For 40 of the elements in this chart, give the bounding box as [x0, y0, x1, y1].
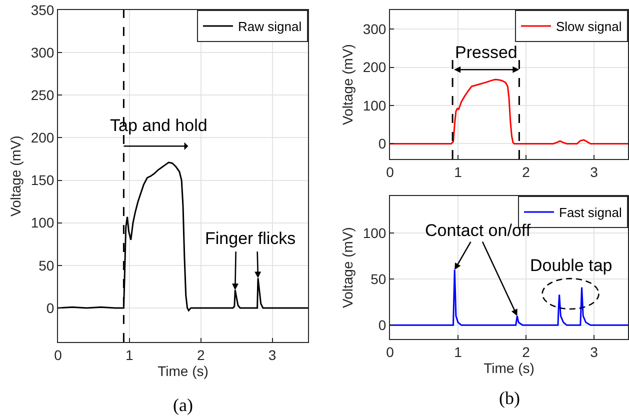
y-axis-title: Voltage (mV): [339, 227, 356, 308]
x-tick-label: 1: [126, 346, 134, 363]
y-tick-label: 50: [38, 257, 54, 274]
y-tick-label: 100: [362, 97, 386, 114]
legend-label: Raw signal: [238, 19, 302, 34]
y-tick-label: 0: [46, 300, 54, 316]
x-tick-label: 3: [590, 344, 598, 360]
annotation: Pressed: [455, 43, 518, 62]
y-tick-label: 350: [30, 2, 54, 18]
x-tick-label: 3: [268, 346, 276, 363]
y-tick-label: 0: [378, 317, 386, 334]
x-tick-label: 3: [590, 164, 598, 180]
legend-label: Slow signal: [556, 19, 622, 34]
text: (a): [173, 395, 193, 415]
y-tick-label: 200: [362, 59, 386, 76]
x-axis-title: Time (s): [484, 360, 534, 376]
x-tick-label: 1: [454, 164, 462, 180]
y-axis-title: Voltage (mV): [339, 44, 356, 125]
annotation: Tap and hold: [110, 116, 208, 135]
y-tick-label: 200: [30, 130, 54, 146]
y-tick-label: 150: [30, 172, 54, 188]
y-axis-title: Voltage (mV): [7, 136, 24, 216]
x-axis-title: Time (s): [158, 363, 208, 380]
x-tick-label: 2: [522, 344, 530, 360]
annotation: Contact on/off: [425, 221, 531, 240]
y-tick-label: 300: [362, 21, 386, 37]
annotation: Double tap: [530, 256, 612, 275]
line-series: [390, 78, 628, 144]
y-tick-label: 0: [378, 136, 386, 152]
y-tick-label: 250: [30, 87, 54, 104]
legend-label: Fast signal: [559, 205, 622, 220]
text: (b): [499, 388, 520, 408]
x-tick-label: 1: [454, 344, 462, 360]
y-tick-label: 50: [370, 270, 386, 287]
y-tick-label: 100: [30, 214, 54, 231]
x-tick-label: 2: [196, 346, 205, 363]
y-tick-label: 100: [362, 224, 386, 241]
y-tick-label: 300: [30, 44, 54, 60]
annotation: Finger flicks: [205, 229, 296, 248]
x-tick-label: 2: [522, 164, 530, 180]
